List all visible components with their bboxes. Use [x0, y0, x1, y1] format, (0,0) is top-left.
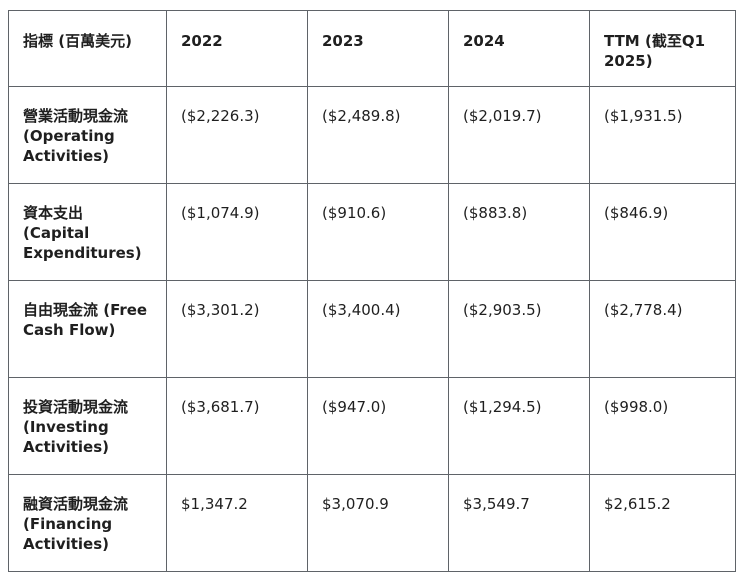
- table-cell: ($883.8): [448, 183, 590, 281]
- row-label-free-cash-flow: 自由現金流 (Free Cash Flow): [8, 280, 167, 378]
- table-cell: ($947.0): [307, 377, 449, 475]
- table-cell: ($1,074.9): [166, 183, 308, 281]
- row-label-capex: 資本支出 (Capital Expenditures): [8, 183, 167, 281]
- row-label-operating: 營業活動現金流 (Operating Activities): [8, 86, 167, 184]
- cash-flow-table: 指標 (百萬美元) 2022 2023 2024 TTM (截至Q1 2025)…: [8, 10, 736, 572]
- row-label-investing: 投資活動現金流 (Investing Activities): [8, 377, 167, 475]
- header-2023: 2023: [307, 10, 449, 87]
- table-cell: $3,549.7: [448, 474, 590, 572]
- table-row: 融資活動現金流 (Financing Activities) $1,347.2 …: [8, 474, 736, 572]
- table-cell: ($2,226.3): [166, 86, 308, 184]
- table-cell: $2,615.2: [589, 474, 736, 572]
- row-label-financing: 融資活動現金流 (Financing Activities): [8, 474, 167, 572]
- header-ttm: TTM (截至Q1 2025): [589, 10, 736, 87]
- table-row: 營業活動現金流 (Operating Activities) ($2,226.3…: [8, 86, 736, 184]
- header-metric: 指標 (百萬美元): [8, 10, 167, 87]
- table-cell: ($910.6): [307, 183, 449, 281]
- table-row: 資本支出 (Capital Expenditures) ($1,074.9) (…: [8, 183, 736, 281]
- table-cell: ($2,778.4): [589, 280, 736, 378]
- header-2024: 2024: [448, 10, 590, 87]
- table-cell: ($998.0): [589, 377, 736, 475]
- table-cell: ($2,019.7): [448, 86, 590, 184]
- cash-flow-table-container: 指標 (百萬美元) 2022 2023 2024 TTM (截至Q1 2025)…: [8, 10, 736, 572]
- table-cell: ($2,489.8): [307, 86, 449, 184]
- table-cell: ($3,301.2): [166, 280, 308, 378]
- table-row: 自由現金流 (Free Cash Flow) ($3,301.2) ($3,40…: [8, 280, 736, 378]
- table-cell: ($3,400.4): [307, 280, 449, 378]
- table-header-row: 指標 (百萬美元) 2022 2023 2024 TTM (截至Q1 2025): [8, 10, 736, 87]
- table-cell: ($1,931.5): [589, 86, 736, 184]
- table-cell: ($3,681.7): [166, 377, 308, 475]
- table-cell: ($846.9): [589, 183, 736, 281]
- table-cell: $1,347.2: [166, 474, 308, 572]
- table-cell: $3,070.9: [307, 474, 449, 572]
- table-row: 投資活動現金流 (Investing Activities) ($3,681.7…: [8, 377, 736, 475]
- table-cell: ($2,903.5): [448, 280, 590, 378]
- header-2022: 2022: [166, 10, 308, 87]
- table-cell: ($1,294.5): [448, 377, 590, 475]
